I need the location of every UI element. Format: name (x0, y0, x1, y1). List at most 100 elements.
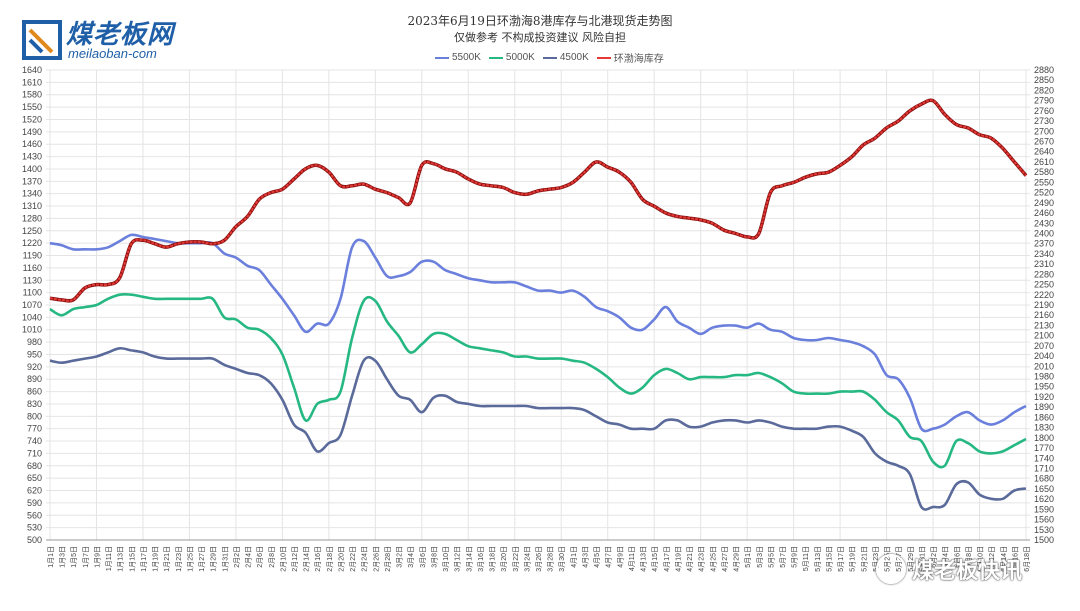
legend-label: 环渤海库存 (613, 54, 664, 65)
logo-subtext: meilaoban-com (68, 46, 157, 61)
x-tick: 5月17日 (837, 546, 845, 572)
x-tick: 4月21日 (686, 546, 694, 572)
y-left-tick: 770 (27, 424, 42, 434)
x-tick: 5月31日 (918, 546, 926, 572)
y-left-tick: 1610 (22, 77, 42, 87)
y-right-tick: 2580 (1034, 167, 1054, 177)
watermark-text: 煤老板快讯 (912, 559, 1023, 584)
y-right-tick: 1770 (1034, 443, 1054, 453)
y-left-tick: 590 (27, 498, 42, 508)
x-tick: 6月4日 (942, 546, 950, 568)
y-right-tick: 2340 (1034, 249, 1054, 259)
x-tick: 1月1日 (47, 546, 55, 568)
y-left-tick: 1460 (22, 139, 42, 149)
legend-swatch (488, 56, 503, 59)
x-tick: 1月5日 (70, 546, 78, 568)
x-tick: 6月2日 (930, 546, 938, 568)
x-tick: 2月20日 (337, 546, 345, 572)
x-tick: 3月4日 (407, 546, 415, 568)
x-tick: 1月19日 (152, 546, 160, 572)
y-left-tick: 1580 (22, 90, 42, 100)
x-tick: 1月27日 (198, 546, 206, 572)
x-tick: 2月4日 (245, 546, 253, 568)
y-left-tick: 710 (27, 448, 42, 458)
x-tick: 4月13日 (640, 546, 648, 572)
y-left-tick: 620 (27, 486, 42, 496)
x-tick: 5月29日 (907, 546, 915, 572)
y-left-tick: 680 (27, 461, 42, 471)
y-left-tick: 1340 (22, 189, 42, 199)
y-left-tick: 560 (27, 510, 42, 520)
y-right-tick: 2850 (1034, 75, 1054, 85)
y-right-tick: 2820 (1034, 85, 1054, 95)
x-tick: 5月7日 (779, 546, 787, 568)
series-line-4 (49, 99, 1027, 302)
x-tick: 1月15日 (128, 546, 136, 572)
x-tick: 4月19日 (674, 546, 682, 572)
x-tick: 4月3日 (581, 546, 589, 568)
series-line-1 (49, 233, 1027, 433)
y-right-tick: 1950 (1034, 382, 1054, 392)
legend-label: 5500K (452, 52, 481, 63)
series-group (49, 98, 1028, 511)
y-right-tick: 1500 (1034, 535, 1054, 545)
x-tick: 1月23日 (175, 546, 183, 572)
x-tick: 5月23日 (872, 546, 880, 572)
y-left-tick: 1070 (22, 300, 42, 310)
x-tick: 5月3日 (756, 546, 764, 568)
x-tick: 3月20日 (500, 546, 508, 572)
legend-swatch (596, 56, 611, 59)
y-left-tick: 1520 (22, 114, 42, 124)
x-tick: 1月7日 (82, 546, 90, 568)
y-right-tick: 1740 (1034, 453, 1054, 463)
y-right-tick: 1800 (1034, 433, 1054, 443)
x-tick: 4月5日 (593, 546, 601, 568)
x-tick: 2月10日 (279, 546, 287, 572)
x-tick: 3月2日 (396, 546, 404, 568)
legend-label: 5000K (505, 52, 535, 63)
legend-item[interactable]: 5000K (488, 50, 535, 65)
legend-item[interactable]: 5500K (435, 50, 481, 65)
y-right-tick: 2490 (1034, 198, 1054, 208)
legend-item[interactable]: 环渤海库存 (596, 50, 664, 65)
y-right-tick: 2130 (1034, 320, 1054, 330)
y-axis-left: 500 530 560 590 620 650 680 710 740 770 800 830 860 8… (22, 65, 42, 545)
y-left-tick: 890 (27, 374, 42, 384)
y-left-tick: 1550 (22, 102, 42, 112)
x-tick: 2月8日 (268, 546, 276, 568)
x-tick: 4月15日 (651, 546, 659, 572)
y-left-tick: 1430 (22, 152, 42, 162)
x-tick: 3月12日 (454, 546, 462, 572)
y-left-tick: 1370 (22, 176, 42, 186)
logo-icon (22, 20, 62, 60)
x-tick: 4月23日 (698, 546, 706, 572)
y-right-tick: 2880 (1034, 65, 1054, 75)
x-tick: 1月21日 (163, 546, 171, 572)
legend-swatch (542, 56, 557, 59)
y-right-tick: 2280 (1034, 269, 1054, 279)
x-tick: 2月2日 (233, 546, 241, 568)
y-left-tick: 1280 (22, 213, 42, 223)
grid-lines (46, 69, 1030, 541)
y-left-tick: 1160 (23, 263, 42, 273)
y-right-tick: 2250 (1034, 280, 1054, 290)
y-right-tick: 2070 (1034, 341, 1054, 351)
y-left-tick: 1400 (22, 164, 42, 174)
y-right-tick: 2040 (1034, 351, 1054, 361)
x-tick: 1月17日 (140, 546, 148, 572)
y-left-tick: 1220 (22, 238, 42, 248)
x-tick: 6月14日 (1000, 546, 1008, 572)
x-tick: 3月28日 (547, 546, 555, 572)
y-left-tick: 650 (27, 473, 42, 483)
y-right-tick: 2430 (1034, 218, 1054, 228)
x-tick: 6月10日 (977, 546, 985, 572)
y-left-tick: 500 (27, 535, 42, 545)
x-tick: 6月16日 (1011, 546, 1019, 572)
y-right-tick: 2190 (1034, 300, 1054, 310)
x-tick: 3月30日 (558, 546, 566, 572)
legend-item[interactable]: 4500K (542, 50, 589, 65)
x-tick: 5月9日 (791, 546, 799, 568)
x-tick: 6月8日 (965, 546, 973, 568)
y-right-tick: 1920 (1034, 392, 1054, 402)
y-right-tick: 1830 (1034, 423, 1054, 433)
